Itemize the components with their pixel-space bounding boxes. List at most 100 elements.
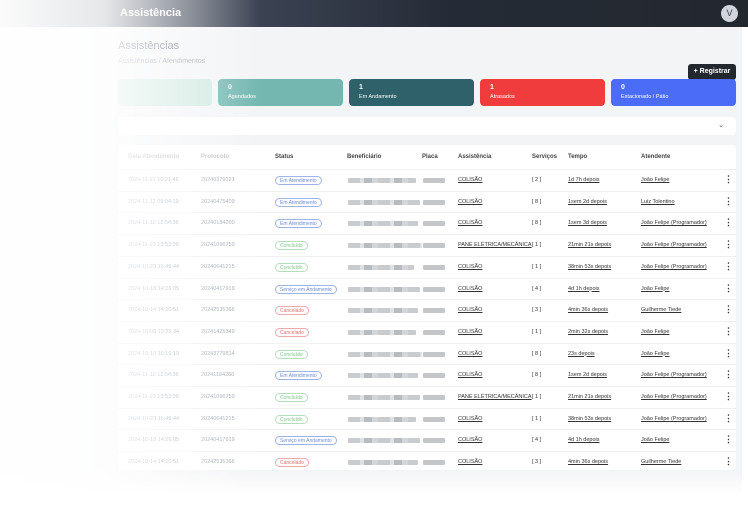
kebab-menu-icon[interactable]: ⋮ xyxy=(724,174,733,184)
row-assistance[interactable]: COLISÃO xyxy=(458,263,483,270)
stat-card[interactable]: 1 Em Andamento xyxy=(349,79,474,106)
kebab-menu-icon[interactable]: ⋮ xyxy=(724,195,733,206)
stat-card[interactable]: 0 Estacionado / Pátio xyxy=(611,79,736,106)
kebab-menu-icon[interactable]: ⋮ xyxy=(724,434,733,445)
column-header[interactable]: Data Atendimento xyxy=(128,154,180,160)
table-row[interactable]: 2024-10-14 14:20:51 20242535366 Cancelado C… xyxy=(118,451,736,472)
row-services[interactable]: [ 8 ] xyxy=(532,198,542,205)
row-assistance[interactable]: PANE ELÉTRICA/MECÂNICA xyxy=(458,242,532,249)
kebab-menu-icon[interactable]: ⋮ xyxy=(724,456,733,467)
row-assistance[interactable]: COLISÃO xyxy=(458,459,483,466)
blurred-plate xyxy=(423,438,445,444)
filter-panel[interactable]: ⌄ xyxy=(118,117,736,135)
table-row[interactable]: 2024-11-12 12:54:36 20240184260 Em Atendim… xyxy=(118,212,736,233)
breadcrumb[interactable]: Assistências / Atendimentos xyxy=(118,58,206,65)
row-date: 2024-10-09 10:25:34 xyxy=(128,328,180,335)
kebab-menu-icon[interactable]: ⋮ xyxy=(724,282,733,293)
kebab-menu-icon[interactable]: ⋮ xyxy=(724,369,733,380)
column-header[interactable]: Placa xyxy=(422,154,438,160)
table-row[interactable]: 2024-10-18 14:26:05 20240417919 Serviço em… xyxy=(118,277,736,299)
row-date: 2024-11-23 13:53:09 xyxy=(128,394,179,400)
row-agent[interactable]: João Felipe (Programador) xyxy=(641,394,707,400)
kebab-menu-icon[interactable]: ⋮ xyxy=(724,391,733,401)
row-assistance[interactable]: COLISÃO xyxy=(458,372,483,379)
table-row[interactable]: 2024-11-12 12:54:36 20241184260 Em Atendim… xyxy=(118,364,736,385)
row-agent[interactable]: Guilherme Tiede xyxy=(641,307,682,314)
kebab-menu-icon[interactable]: ⋮ xyxy=(724,239,733,250)
stat-card[interactable] xyxy=(118,79,212,106)
kebab-menu-icon[interactable]: ⋮ xyxy=(724,260,733,271)
table-row[interactable]: 2024-10-14 14:20:51 20242535366 Cancelado C… xyxy=(118,299,736,320)
row-services[interactable]: [ 8 ] xyxy=(532,372,542,379)
column-header[interactable]: Serviços xyxy=(532,154,558,160)
row-agent[interactable]: João Felipe (Programador) xyxy=(641,242,707,249)
table-row[interactable]: 2024-11-23 13:53:09 20241096759 Concluído P… xyxy=(118,386,736,407)
kebab-menu-icon[interactable]: ⋮ xyxy=(724,347,733,358)
row-assistance[interactable]: COLISÃO xyxy=(458,328,483,335)
column-header[interactable]: Atendente xyxy=(641,154,671,160)
blurred-beneficiary xyxy=(348,329,416,335)
table-row[interactable]: 2024-11-21 10:21:46 20240379121 Em Atendim… xyxy=(118,169,736,190)
row-services[interactable]: [ 1 ] xyxy=(532,263,542,270)
row-assistance[interactable]: COLISÃO xyxy=(458,350,483,357)
row-services[interactable]: [ 3 ] xyxy=(532,459,542,466)
stat-card[interactable]: 1 Atrasados xyxy=(480,79,605,106)
stat-card-label: Em Andamento xyxy=(359,94,397,100)
row-services[interactable]: [ 1 ] xyxy=(532,328,542,335)
row-agent[interactable]: João Felipe xyxy=(641,437,670,444)
column-header[interactable]: Protocolo xyxy=(201,154,229,160)
row-agent[interactable]: João Felipe (Programador) xyxy=(641,415,707,422)
stat-card-label: Atrasados xyxy=(490,94,515,100)
avatar[interactable]: V xyxy=(721,5,738,22)
table-row[interactable]: 2024-10-10 16:16:19 20243779814 Concluído C… xyxy=(118,342,736,364)
row-assistance[interactable]: PANE ELÉTRICA/MECÂNICA xyxy=(458,394,532,400)
row-agent[interactable]: João Felipe xyxy=(641,350,670,357)
table-row[interactable]: 2024-10-18 14:26:05 20240417919 Serviço em… xyxy=(118,429,736,450)
kebab-menu-icon[interactable]: ⋮ xyxy=(724,412,733,423)
kebab-menu-icon[interactable]: ⋮ xyxy=(724,217,733,228)
row-agent[interactable]: Guilherme Tiede xyxy=(641,459,682,466)
row-services[interactable]: [ 2 ] xyxy=(532,177,542,183)
column-header[interactable]: Status xyxy=(275,154,294,160)
row-agent[interactable]: João Felipe (Programador) xyxy=(641,263,707,270)
row-agent[interactable]: João Felipe (Programador) xyxy=(641,372,707,379)
table-row[interactable]: 2024-10-09 10:25:34 20241425349 Cancelado C… xyxy=(118,320,736,342)
table-row[interactable]: 2024-11-23 13:53:09 20241096759 Concluído P… xyxy=(118,234,736,255)
row-services[interactable]: [ 8 ] xyxy=(532,350,542,357)
row-services[interactable]: [ 1 ] xyxy=(532,394,542,400)
table-row[interactable]: 2024-11-12 09:04:19 20240475409 Em Atendim… xyxy=(118,190,736,212)
row-services[interactable]: [ 8 ] xyxy=(532,220,542,227)
stat-card-count: 0 xyxy=(621,84,625,91)
row-services[interactable]: [ 1 ] xyxy=(532,242,542,249)
row-services[interactable]: [ 3 ] xyxy=(532,307,542,314)
row-agent[interactable]: Luiz Tolentino xyxy=(641,198,675,205)
column-header[interactable]: Beneficiário xyxy=(347,154,382,160)
status-badge: Concluído xyxy=(275,414,308,424)
kebab-menu-icon[interactable]: ⋮ xyxy=(724,325,733,336)
row-assistance[interactable]: COLISÃO xyxy=(458,285,483,292)
row-agent[interactable]: João Felipe xyxy=(641,328,670,335)
row-agent[interactable]: João Felipe xyxy=(641,177,670,183)
row-assistance[interactable]: COLISÃO xyxy=(458,220,483,227)
column-header[interactable]: Assistência xyxy=(458,154,492,160)
status-badge: Serviço em Andamento xyxy=(275,436,337,446)
chevron-down-icon[interactable]: ⌄ xyxy=(718,122,724,129)
row-assistance[interactable]: COLISÃO xyxy=(458,307,483,314)
stat-card[interactable]: 0 Agendados xyxy=(218,79,343,106)
register-button[interactable]: + Registrar xyxy=(688,64,736,80)
row-assistance[interactable]: COLISÃO xyxy=(458,415,483,422)
row-agent[interactable]: João Felipe (Programador) xyxy=(641,220,707,227)
row-services[interactable]: [ 1 ] xyxy=(532,415,542,422)
kebab-menu-icon[interactable]: ⋮ xyxy=(724,304,733,315)
column-header[interactable]: Tempo xyxy=(568,154,588,160)
row-services[interactable]: [ 4 ] xyxy=(532,437,542,444)
table-row[interactable]: 2024-10-23 15:49:44 20240641215 Concluído C… xyxy=(118,407,736,429)
row-services[interactable]: [ 4 ] xyxy=(532,285,542,292)
row-assistance[interactable]: COLISÃO xyxy=(458,437,483,444)
table-row[interactable]: 2024-10-23 15:49:44 20240641215 Concluído C… xyxy=(118,255,736,277)
row-protocol: 20240417919 xyxy=(201,437,235,444)
row-assistance[interactable]: COLISÃO xyxy=(458,198,483,205)
row-agent[interactable]: João Felipe xyxy=(641,285,670,292)
row-time: 21min 21s depois xyxy=(568,394,612,400)
row-assistance[interactable]: COLISÃO xyxy=(458,177,483,183)
